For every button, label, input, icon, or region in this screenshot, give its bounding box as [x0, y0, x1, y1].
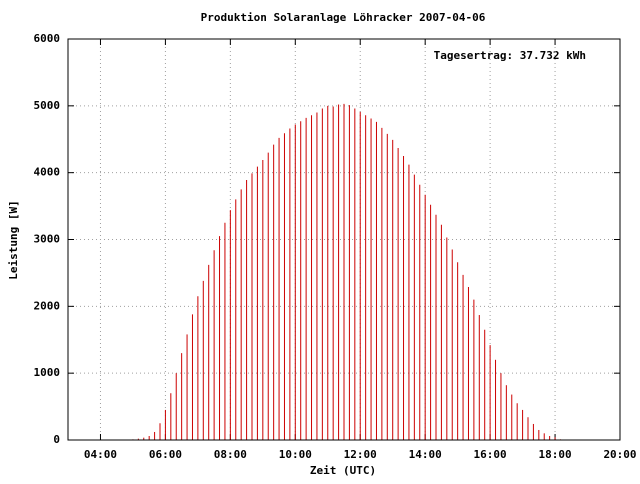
y-tick-label: 2000	[34, 299, 61, 312]
y-tick-label: 4000	[34, 166, 61, 179]
y-tick-label: 3000	[34, 233, 61, 246]
y-tick-label: 6000	[34, 32, 61, 45]
x-tick-label: 20:00	[603, 448, 636, 461]
y-tick-label: 1000	[34, 366, 61, 379]
x-tick-label: 14:00	[409, 448, 442, 461]
chart-title: Produktion Solaranlage Löhracker 2007-04…	[201, 11, 486, 24]
x-tick-label: 16:00	[474, 448, 507, 461]
x-axis-label: Zeit (UTC)	[310, 464, 376, 477]
y-tick-label: 0	[53, 433, 60, 446]
y-axis-label: Leistung [W]	[7, 200, 20, 279]
x-tick-label: 06:00	[149, 448, 182, 461]
x-tick-label: 04:00	[84, 448, 117, 461]
x-tick-label: 18:00	[538, 448, 571, 461]
x-tick-label: 12:00	[344, 448, 377, 461]
x-tick-label: 10:00	[279, 448, 312, 461]
y-tick-label: 5000	[34, 99, 61, 112]
annotation: Tagesertrag: 37.732 kWh	[434, 49, 586, 62]
x-tick-label: 08:00	[214, 448, 247, 461]
plot-border	[67, 38, 621, 441]
